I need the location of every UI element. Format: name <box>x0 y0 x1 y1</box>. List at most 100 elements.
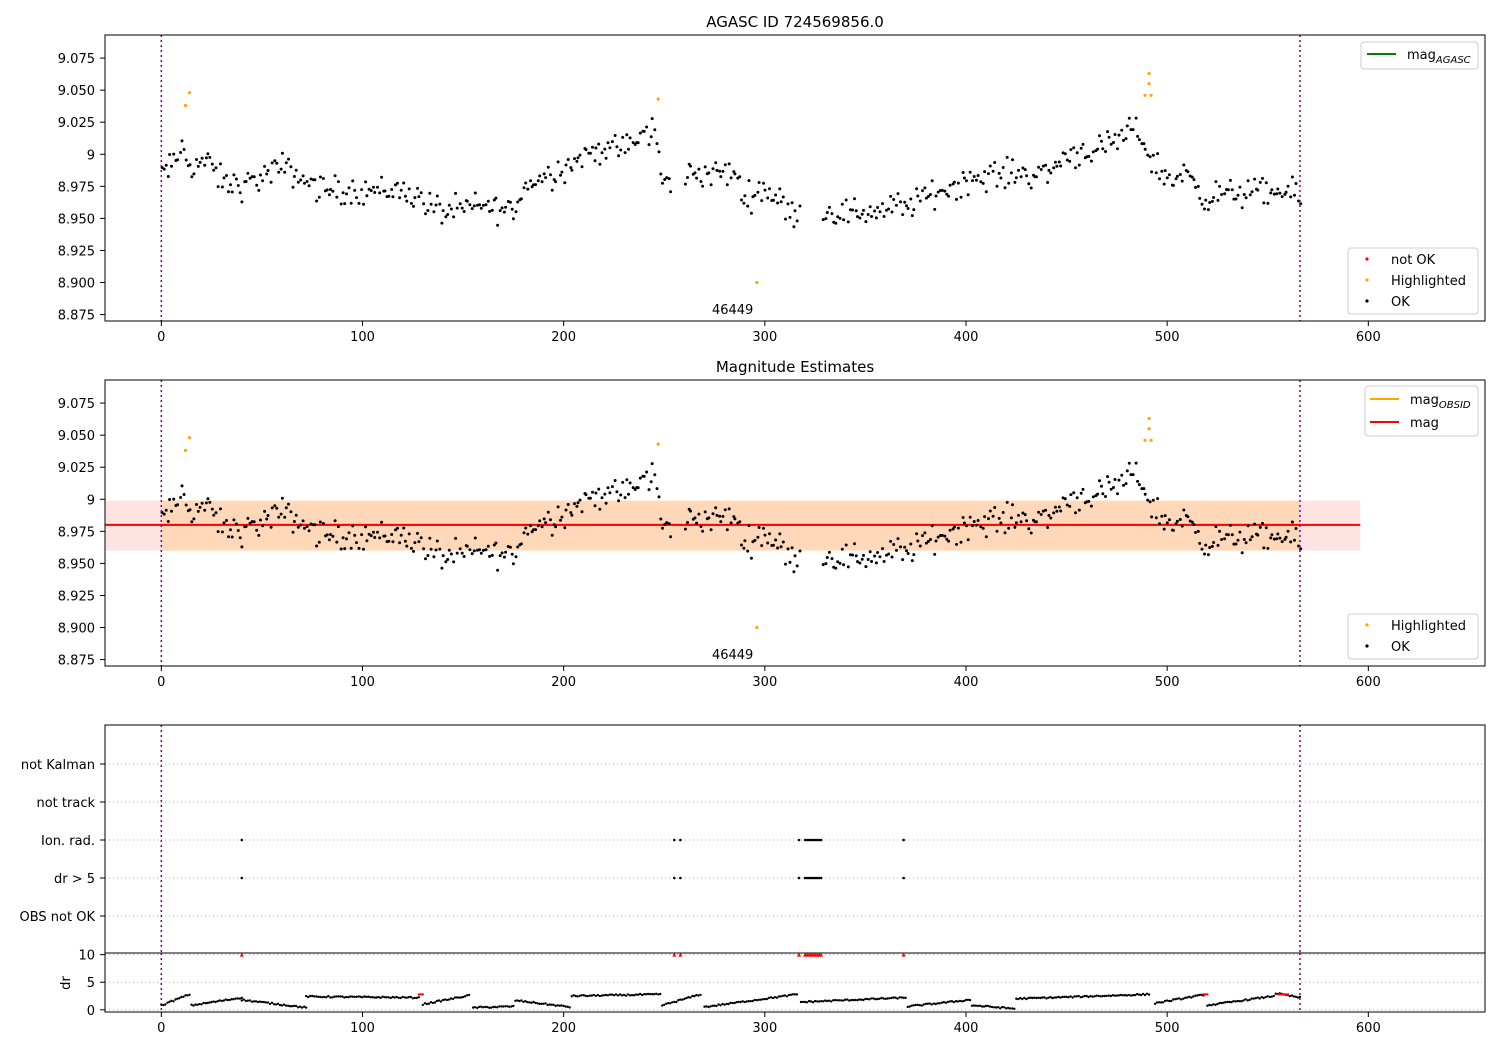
data-point <box>1116 492 1119 496</box>
data-point <box>1286 184 1290 188</box>
data-point <box>434 548 438 552</box>
data-point <box>570 168 574 172</box>
data-point <box>1034 175 1038 179</box>
data-point <box>522 186 526 190</box>
dr-not-ok-point <box>1202 993 1205 996</box>
data-point <box>1165 521 1169 525</box>
data-point <box>291 530 295 534</box>
dr-point <box>809 1000 813 1003</box>
data-point <box>768 187 771 191</box>
dr-point <box>228 998 231 1002</box>
data-point <box>1266 201 1270 205</box>
data-point <box>742 201 746 205</box>
dr-point <box>916 1003 919 1007</box>
data-point <box>232 173 236 177</box>
data-point <box>1200 547 1204 551</box>
dr-point <box>226 998 229 1002</box>
data-point <box>470 207 474 211</box>
dr-point <box>1017 997 1020 1001</box>
data-point <box>991 169 995 173</box>
data-point <box>945 537 949 541</box>
data-point <box>756 535 760 539</box>
data-point <box>196 509 200 513</box>
axes-frame <box>104 379 1486 667</box>
x-tick-label: 0 <box>157 1021 165 1036</box>
flag-point <box>679 876 682 880</box>
data-point <box>1068 504 1072 508</box>
data-point <box>947 539 951 543</box>
data-point <box>170 509 173 513</box>
dr-point <box>813 999 817 1003</box>
data-point <box>168 498 172 501</box>
dr-point <box>327 994 330 998</box>
panel-title-magnitude-estimates: Magnitude Estimates <box>716 358 874 376</box>
data-point <box>318 175 322 179</box>
data-point <box>1023 513 1027 517</box>
data-point <box>534 183 538 187</box>
data-point <box>446 558 450 561</box>
data-point <box>738 520 742 524</box>
data-point <box>633 143 637 146</box>
data-point <box>606 141 610 145</box>
data-point <box>329 188 332 191</box>
data-point <box>1059 509 1063 513</box>
data-point <box>166 520 170 523</box>
dr-point <box>471 1006 475 1009</box>
dr-point <box>1105 994 1109 998</box>
dr-point <box>359 995 362 998</box>
data-point <box>830 557 834 561</box>
dr-point <box>771 996 775 1000</box>
dr-point <box>997 1006 1000 1009</box>
dr-point <box>618 993 622 996</box>
data-point <box>479 551 483 555</box>
data-point <box>621 480 625 484</box>
dr-point <box>1133 993 1137 997</box>
data-point <box>723 163 727 167</box>
dr-point <box>612 994 616 997</box>
data-point <box>695 521 699 525</box>
highlighted-point <box>1147 71 1151 76</box>
data-point <box>689 509 692 513</box>
data-point <box>663 523 667 526</box>
data-point <box>573 157 576 161</box>
dr-point <box>164 1003 167 1006</box>
data-point <box>403 194 407 198</box>
data-point <box>376 530 379 534</box>
data-point <box>502 210 506 214</box>
dr-point <box>180 995 183 999</box>
data-point <box>1210 544 1214 548</box>
data-point <box>667 177 671 181</box>
data-point <box>1068 159 1072 163</box>
data-point <box>1148 155 1152 159</box>
flag-point <box>807 838 811 842</box>
data-point <box>1091 495 1095 499</box>
data-point <box>452 215 456 219</box>
data-point <box>642 474 646 478</box>
data-point <box>1134 461 1138 465</box>
data-point <box>1125 124 1129 128</box>
data-point <box>719 175 723 179</box>
magnitude-estimates-panel: Magnitude Estimates 46449 0 100 200 300 400 5… <box>58 358 1486 690</box>
data-point <box>1129 128 1133 132</box>
data-point <box>824 562 828 566</box>
data-point <box>1174 522 1178 526</box>
dr-point <box>566 1005 569 1008</box>
dr-point <box>309 994 312 998</box>
data-point <box>874 561 878 565</box>
dr-point <box>1123 994 1127 997</box>
dr-point <box>1111 994 1115 997</box>
data-point <box>779 545 783 549</box>
data-point <box>1258 180 1262 184</box>
data-point <box>331 534 335 538</box>
data-point <box>965 524 968 528</box>
y-tick-label: 9.075 <box>58 397 95 412</box>
data-point <box>1075 496 1079 500</box>
dr-point <box>457 996 461 999</box>
data-point <box>1192 523 1196 527</box>
dr-point <box>220 999 223 1003</box>
x-tick-label: 600 <box>1356 330 1381 345</box>
dr-point <box>844 998 847 1001</box>
data-point <box>1005 155 1009 159</box>
data-point <box>166 175 170 178</box>
